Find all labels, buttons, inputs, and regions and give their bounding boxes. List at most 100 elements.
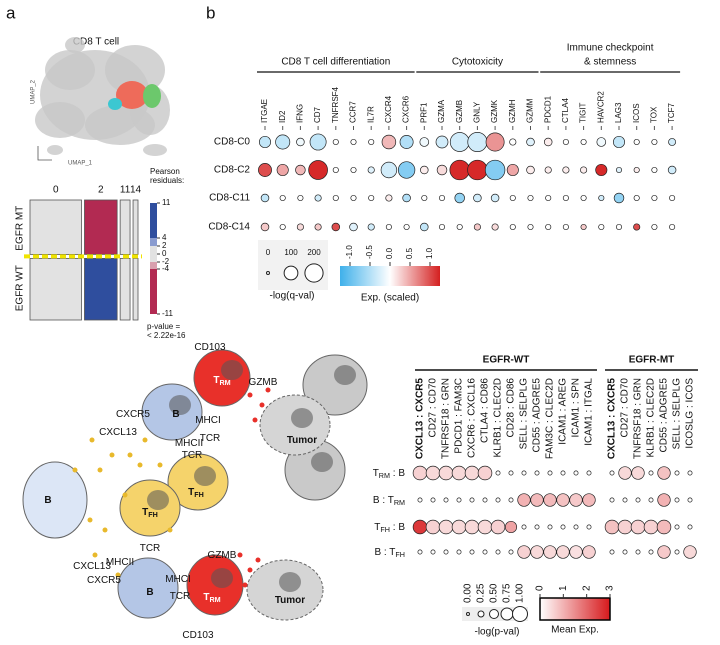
- diagram-label: TCR: [182, 450, 203, 461]
- dot: [399, 135, 414, 149]
- mosaic-row-label: EGFR WT: [15, 265, 26, 311]
- row-label: TFH : B: [374, 522, 405, 534]
- umap-cells: [105, 45, 165, 95]
- dot: [438, 465, 454, 481]
- dot: [530, 493, 544, 507]
- size-legend-dot: [283, 265, 299, 281]
- gene-label: GZMA: [437, 99, 446, 123]
- granzyme: [247, 567, 253, 573]
- dot: [556, 545, 570, 559]
- dot: [367, 223, 375, 231]
- dot: [314, 194, 322, 202]
- dot: [417, 497, 423, 503]
- label-part: MHCII: [175, 438, 203, 449]
- dot: [397, 161, 416, 179]
- dot: [260, 193, 270, 203]
- label-part: GZMB: [249, 377, 278, 388]
- dot: [547, 524, 553, 530]
- label-part: T: [374, 522, 380, 533]
- dot: [657, 466, 671, 480]
- gene-label: CCR7: [349, 101, 358, 123]
- nucleus: [221, 360, 243, 380]
- diagram-label: GZMB: [208, 550, 237, 561]
- dot: [560, 524, 566, 530]
- label-part: CXCR5: [116, 409, 150, 420]
- dot: [521, 470, 527, 476]
- dot: [449, 132, 470, 152]
- label-part: B: [146, 587, 153, 598]
- pair-label: TNFRSF18 : GRN: [633, 378, 644, 459]
- diagram-label: MHCII: [106, 557, 134, 568]
- dot: [562, 138, 569, 146]
- row-label: TRM : B: [373, 468, 406, 480]
- umap-cluster: [143, 84, 161, 108]
- pair-label: ICOSLG : ICOS: [685, 378, 696, 449]
- umap-ylabel: UMAP_2: [31, 79, 37, 104]
- dot: [573, 524, 579, 530]
- label-part: RM: [379, 471, 390, 480]
- dot: [509, 194, 516, 202]
- label-part: T: [142, 507, 148, 518]
- diagram-label: TCR: [140, 543, 161, 554]
- size-legend-label: 0.50: [489, 583, 500, 603]
- colorbar-label: -1.0: [345, 245, 354, 259]
- dot: [674, 549, 680, 555]
- dot: [296, 223, 304, 231]
- dot: [350, 138, 357, 146]
- umap-cells: [47, 145, 63, 155]
- colorbar-label: 2: [581, 585, 592, 591]
- nucleus: [291, 408, 313, 428]
- dot: [598, 194, 605, 202]
- colorbar-title: Mean Exp.: [551, 625, 599, 636]
- dot: [630, 519, 646, 535]
- dot: [648, 470, 654, 476]
- dot: [556, 493, 570, 507]
- dot: [469, 497, 475, 503]
- dot: [421, 194, 428, 202]
- colorbar-segment: [150, 203, 157, 238]
- chemokine: [109, 452, 115, 458]
- dot: [530, 545, 544, 559]
- diagram-label: CXCL13: [99, 427, 137, 438]
- dot: [419, 137, 430, 147]
- umap-cluster: [108, 98, 122, 110]
- legend-title: residuals:: [150, 176, 184, 185]
- nucleus: [211, 568, 233, 588]
- dot: [586, 524, 592, 530]
- legend-title: Pearson: [150, 167, 180, 176]
- size-legend-dot: [466, 612, 470, 616]
- dot: [349, 222, 358, 232]
- size-legend-title: -log(q-val): [269, 291, 314, 302]
- label-part: Tumor: [275, 595, 305, 606]
- pair-label: CXCR6 : CXCL16: [467, 378, 478, 458]
- nucleus: [279, 572, 301, 592]
- dot: [309, 133, 327, 151]
- diagram-label: Tumor: [275, 595, 305, 606]
- dot: [573, 470, 579, 476]
- dot: [314, 223, 322, 231]
- label-part: T: [188, 487, 194, 498]
- colorbar-label: 2: [162, 241, 167, 250]
- cell: [117, 557, 179, 619]
- gene-label: HAVCR2: [596, 91, 605, 123]
- umap-axes: [37, 146, 52, 161]
- dot: [669, 194, 676, 202]
- dot: [279, 194, 286, 202]
- dot: [297, 194, 304, 202]
- umap-cells: [45, 50, 95, 90]
- umap-cells: [35, 102, 85, 138]
- mosaic-cell: [119, 257, 131, 321]
- dot: [482, 497, 488, 503]
- dot: [668, 138, 677, 146]
- gene-label: IL7R: [366, 106, 375, 123]
- colorbar-label: 0: [162, 249, 167, 258]
- dot: [295, 164, 306, 176]
- dot: [674, 470, 680, 476]
- dot: [615, 166, 623, 174]
- diagram-label: MHCI: [195, 415, 221, 426]
- dot: [545, 194, 552, 202]
- gene-label: IFNG: [296, 104, 305, 123]
- nucleus: [169, 395, 191, 415]
- dot: [633, 194, 640, 202]
